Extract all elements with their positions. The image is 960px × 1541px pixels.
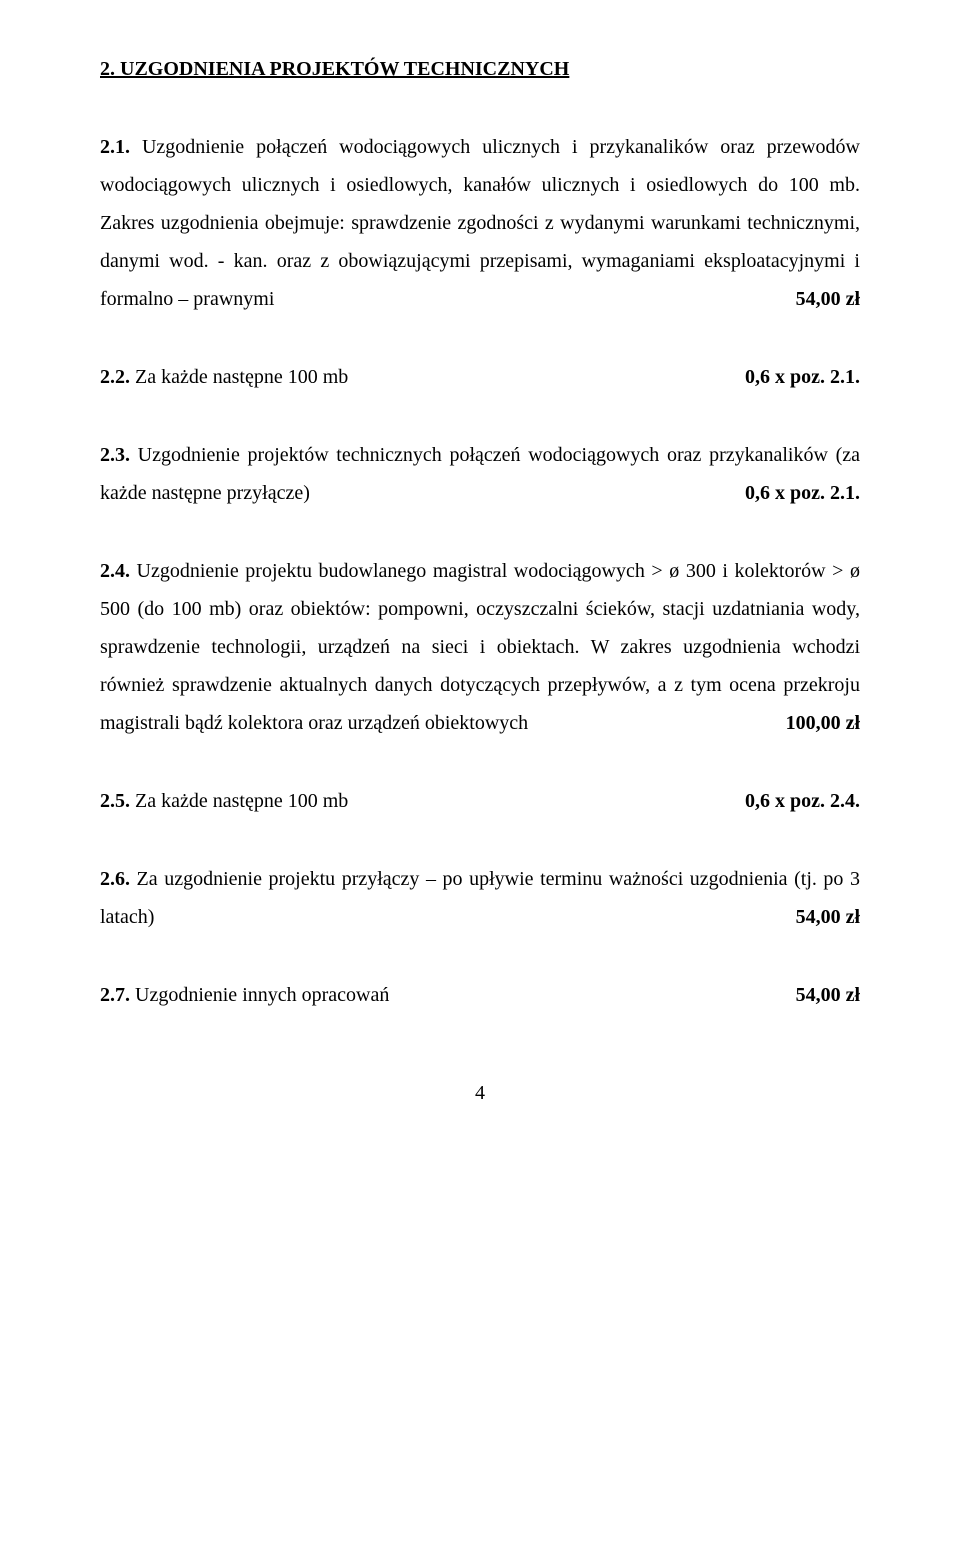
page-number: 4 — [100, 1074, 860, 1112]
item-2-2-body: Za każde następne 100 mb — [130, 366, 348, 388]
item-2-4-lead: 2.4. — [100, 560, 130, 582]
item-2-7: 2.7. Uzgodnienie innych opracowań 54,00 … — [100, 976, 860, 1014]
item-2-4-price: 100,00 zł — [786, 704, 860, 742]
item-2-2: 2.2. Za każde następne 100 mb 0,6 x poz.… — [100, 358, 860, 396]
item-2-3: 2.3. Uzgodnienie projektów technicznych … — [100, 436, 860, 512]
item-2-6: 2.6. Za uzgodnienie projektu przyłączy –… — [100, 860, 860, 936]
item-2-1-lead: 2.1. — [100, 136, 130, 158]
item-2-7-price: 54,00 zł — [796, 976, 860, 1014]
item-2-5-price: 0,6 x poz. 2.4. — [745, 782, 860, 820]
section-heading: 2. UZGODNIENIA PROJEKTÓW TECHNICZNYCH — [100, 50, 860, 88]
item-2-7-body: Uzgodnienie innych opracowań — [130, 984, 389, 1006]
item-2-1-body: Uzgodnienie połączeń wodociągowych ulicz… — [100, 136, 860, 310]
item-2-2-lead: 2.2. — [100, 366, 130, 388]
item-2-6-lead: 2.6. — [100, 868, 130, 890]
item-2-4-body: Uzgodnienie projektu budowlanego magistr… — [100, 560, 860, 734]
item-2-3-price: 0,6 x poz. 2.1. — [745, 474, 860, 512]
item-2-6-body: Za uzgodnienie projektu przyłączy – po u… — [100, 868, 860, 928]
item-2-1-price: 54,00 zł — [796, 280, 860, 318]
item-2-5-body: Za każde następne 100 mb — [130, 790, 348, 812]
item-2-6-price: 54,00 zł — [796, 898, 860, 936]
item-2-2-price: 0,6 x poz. 2.1. — [745, 358, 860, 396]
item-2-5-lead: 2.5. — [100, 790, 130, 812]
item-2-5: 2.5. Za każde następne 100 mb 0,6 x poz.… — [100, 782, 860, 820]
item-2-7-lead: 2.7. — [100, 984, 130, 1006]
item-2-1: 2.1. Uzgodnienie połączeń wodociągowych … — [100, 128, 860, 318]
item-2-3-lead: 2.3. — [100, 444, 130, 466]
item-2-4: 2.4. Uzgodnienie projektu budowlanego ma… — [100, 552, 860, 742]
